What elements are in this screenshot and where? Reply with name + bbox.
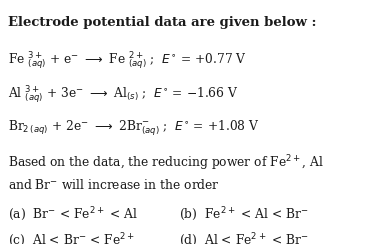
- Text: Fe $^{3+}_{(aq)}$ + e$^{-}$ $\longrightarrow$ Fe $^{2+}_{(aq)}$ ;  $E^{\circ}$ =: Fe $^{3+}_{(aq)}$ + e$^{-}$ $\longrighta…: [8, 50, 247, 72]
- Text: Br$_{2\,(aq)}$ + 2e$^{-}$ $\longrightarrow$ 2Br$^{-}_{(aq)}$ ;  $E^{\circ}$ = +1: Br$_{2\,(aq)}$ + 2e$^{-}$ $\longrightarr…: [8, 118, 260, 138]
- Text: (b)  Fe$^{2+}$ < Al < Br$^{-}$: (b) Fe$^{2+}$ < Al < Br$^{-}$: [179, 205, 308, 223]
- Text: and Br$^{-}$ will increase in the order: and Br$^{-}$ will increase in the order: [8, 178, 220, 192]
- Text: (c)  Al < Br$^{-}$ < Fe$^{2+}$: (c) Al < Br$^{-}$ < Fe$^{2+}$: [8, 232, 135, 244]
- Text: Based on the data, the reducing power of Fe$^{2+}$, Al: Based on the data, the reducing power of…: [8, 154, 324, 173]
- Text: Al $^{3+}_{(aq)}$ + 3e$^{-}$ $\longrightarrow$ Al$_{(s)}$ ;  $E^{\circ}$ = $-$1.: Al $^{3+}_{(aq)}$ + 3e$^{-}$ $\longright…: [8, 84, 239, 106]
- Text: (d)  Al < Fe$^{2+}$ < Br$^{-}$: (d) Al < Fe$^{2+}$ < Br$^{-}$: [179, 232, 308, 244]
- Text: Electrode potential data are given below :: Electrode potential data are given below…: [8, 16, 317, 29]
- Text: (a)  Br$^{-}$ < Fe$^{2+}$ < Al: (a) Br$^{-}$ < Fe$^{2+}$ < Al: [8, 205, 138, 223]
